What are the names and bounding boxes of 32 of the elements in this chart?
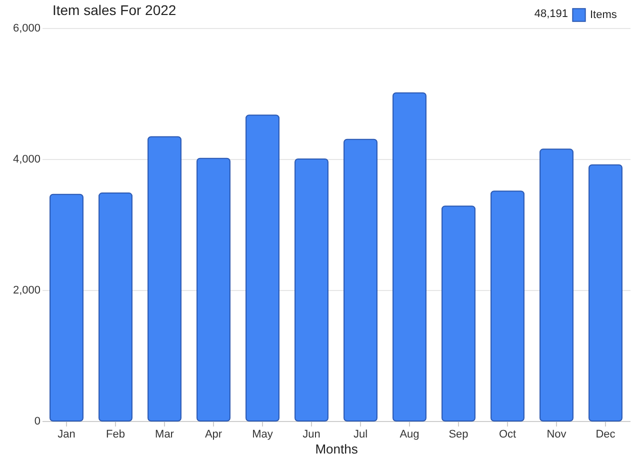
- x-tick-label: Aug: [400, 428, 420, 440]
- chart-title: Item sales For 2022: [52, 2, 176, 18]
- x-tick-label: Jan: [58, 428, 76, 440]
- text: 48,191: [534, 8, 568, 20]
- x-tick-label: May: [252, 428, 274, 440]
- bar: [490, 190, 524, 422]
- y-tick-label: 0: [34, 416, 40, 428]
- x-tick-label: Feb: [106, 428, 125, 440]
- bar: [148, 136, 182, 422]
- bar: [294, 158, 328, 422]
- x-tick-label: Sep: [448, 428, 468, 440]
- bar: [588, 164, 622, 422]
- bar: [392, 92, 426, 422]
- x-tick-label: Jul: [353, 428, 368, 440]
- x-tick-label: Dec: [596, 428, 616, 440]
- x-tick-label: Oct: [498, 428, 516, 440]
- y-tick-label: 6,000: [12, 22, 40, 34]
- bar: [246, 114, 280, 422]
- x-tick-label: Jun: [302, 428, 320, 440]
- x-tick-label: Apr: [204, 428, 222, 440]
- y-tick-label: 4,000: [12, 154, 40, 166]
- bar: [50, 194, 84, 422]
- x-axis-title: Months: [315, 442, 358, 456]
- x-tick-label: Nov: [546, 428, 567, 440]
- bar: [344, 138, 378, 422]
- x-tick-label: Mar: [155, 428, 174, 440]
- bar: [540, 148, 574, 422]
- y-tick-label: 2,000: [12, 284, 40, 296]
- bar: [196, 158, 230, 422]
- bar: [442, 206, 476, 422]
- bar: [98, 192, 132, 422]
- legend-label: Items: [590, 9, 618, 21]
